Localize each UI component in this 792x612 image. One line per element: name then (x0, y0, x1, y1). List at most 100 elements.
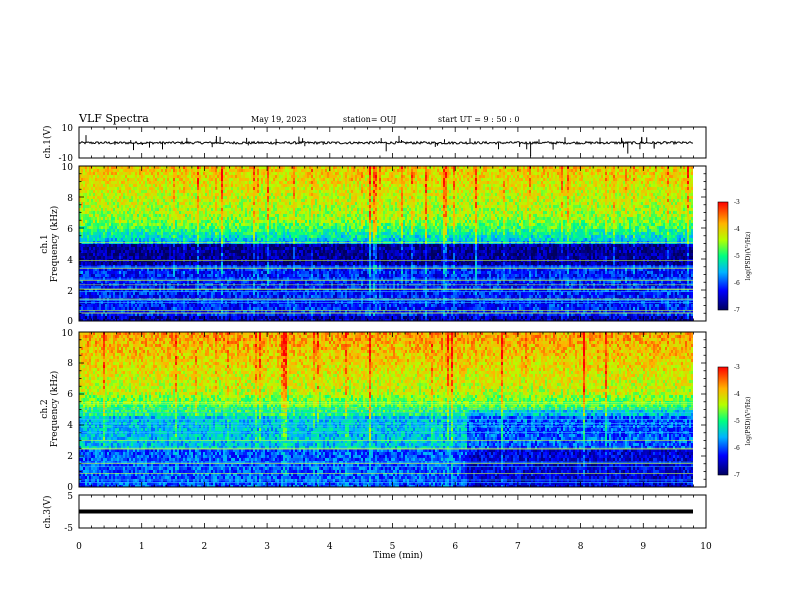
spec1-cell (299, 196, 301, 199)
spec1-cell (509, 172, 511, 175)
spec1-cell (341, 181, 343, 184)
spec1-cell (271, 199, 273, 202)
spec1-cell (97, 178, 99, 181)
spec1-cell (251, 211, 253, 214)
spec1-cell (423, 193, 425, 196)
spec1-cell (109, 205, 111, 208)
spec1-cell (443, 175, 445, 178)
spec1-cell (189, 181, 191, 184)
spec1-cell (131, 181, 133, 184)
spec1-cell (185, 190, 187, 193)
spec1-cell (293, 172, 295, 175)
spec1-cell (317, 169, 319, 172)
spec1-cell (117, 181, 119, 184)
spec1-cell (551, 187, 553, 190)
spec1-cell (155, 175, 157, 178)
spec1-cell (647, 211, 649, 214)
spec1-cell (377, 190, 379, 193)
spec1-cell (461, 208, 463, 211)
spec1-cell (465, 187, 467, 190)
spec1-cell (125, 193, 127, 196)
spec1-cell (603, 184, 605, 187)
spec1-cell (503, 202, 505, 205)
spec1-cell (409, 187, 411, 190)
spec1-cell (377, 208, 379, 211)
spec1-cell (195, 202, 197, 205)
spec1-cell (121, 196, 123, 199)
spec1-cell (375, 208, 377, 211)
spec1-cell (505, 205, 507, 208)
spec1-cell (655, 187, 657, 190)
spec1-cell (499, 175, 501, 178)
spec1-cell (231, 193, 233, 196)
spec1-cell (371, 190, 373, 193)
spec1-cell (449, 190, 451, 193)
spec1-cell (545, 193, 547, 196)
spec1-cell (525, 190, 527, 193)
spec1-cell (657, 211, 659, 214)
spec1-cell (469, 169, 471, 172)
spec1-cell (419, 208, 421, 211)
spec1-cell (319, 187, 321, 190)
spec1-cell (455, 181, 457, 184)
spec1-cell (453, 175, 455, 178)
spec1-cell (613, 196, 615, 199)
spec1-cell (105, 178, 107, 181)
spec1-cell (637, 199, 639, 202)
spec1-cell (197, 208, 199, 211)
spec1-cell (245, 175, 247, 178)
spec1-cell (553, 172, 555, 175)
spec1-cell (439, 184, 441, 187)
spec1-cell (307, 193, 309, 196)
spec1-cell (265, 181, 267, 184)
spec1-cell (639, 178, 641, 181)
spec1-cell (579, 193, 581, 196)
spec1-cell (117, 214, 119, 217)
spec1-cell (275, 181, 277, 184)
spec1-cell (325, 175, 327, 178)
spec1-cell (667, 187, 669, 190)
spec1-cell (261, 190, 263, 193)
spec1-cell (385, 199, 387, 202)
spec1-cell (403, 172, 405, 175)
spec1-cell (321, 208, 323, 211)
spec1-cell (535, 193, 537, 196)
spec1-cell (547, 172, 549, 175)
spec1-cell (529, 169, 531, 172)
spec1-cell (281, 208, 283, 211)
spec1-cell (517, 172, 519, 175)
spec1-cell (645, 178, 647, 181)
spec1-cell (127, 184, 129, 187)
spec1-cell (347, 208, 349, 211)
spec1-cell (639, 169, 641, 172)
spec1-cell (681, 196, 683, 199)
spec1-cell (221, 208, 223, 211)
spec1-cell (93, 199, 95, 202)
spec1-cell (329, 211, 331, 214)
spec1-cell (129, 178, 131, 181)
spec1-cell (529, 211, 531, 214)
spec1-cell (679, 181, 681, 184)
spec1-cell (595, 187, 597, 190)
spec1-cell (361, 169, 363, 172)
spec1-cell (119, 193, 121, 196)
spec1-cell (157, 175, 159, 178)
spec1-cell (287, 172, 289, 175)
spec1-cell (571, 208, 573, 211)
spec1-cell (189, 178, 191, 181)
spec1-cell (617, 211, 619, 214)
spec1-cell (287, 181, 289, 184)
spec1-cell (123, 175, 125, 178)
spec1-cell (97, 193, 99, 196)
spec1-cell (489, 172, 491, 175)
spec1-cell (685, 190, 687, 193)
spec1-cell (467, 181, 469, 184)
spec1-cell (393, 202, 395, 205)
spec1-cell (169, 187, 171, 190)
spec1-cell (161, 184, 163, 187)
spec1-cell (489, 202, 491, 205)
spec1-cell (465, 175, 467, 178)
spec1-cell (227, 187, 229, 190)
spec1-cell (455, 208, 457, 211)
spec1-cell (517, 196, 519, 199)
